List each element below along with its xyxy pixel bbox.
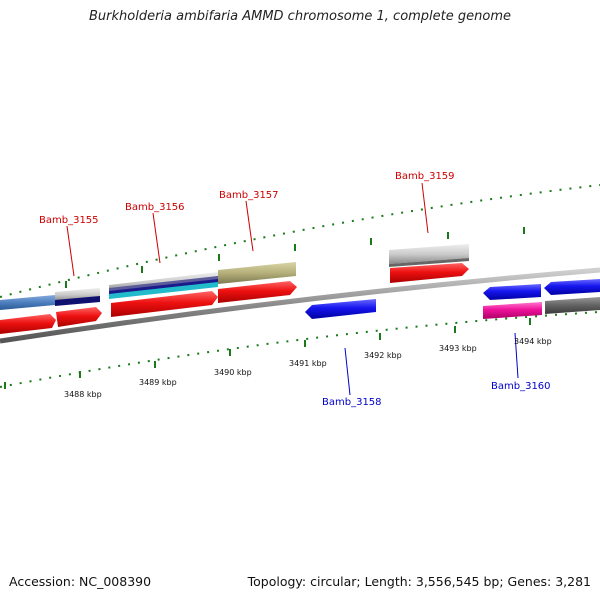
scale-label: 3490 kbp bbox=[214, 368, 252, 377]
cds-arrow-forward-1 bbox=[0, 314, 56, 334]
cds-arrow-forward-2 bbox=[56, 307, 102, 327]
gene-feature-grey-3 bbox=[389, 244, 469, 264]
cds-arrow-reverse-2 bbox=[483, 284, 541, 300]
genome-summary-text: Topology: circular; Length: 3,556,545 bp… bbox=[247, 574, 591, 589]
map-title: Burkholderia ambifaria AMMD chromosome 1… bbox=[88, 9, 512, 24]
scale-label: 3491 kbp bbox=[289, 359, 327, 368]
accession-text: Accession: NC_008390 bbox=[9, 574, 152, 589]
major-ticks bbox=[4, 227, 531, 389]
gene-feature-steel bbox=[0, 295, 55, 310]
leader-line-forward-3 bbox=[245, 200, 254, 252]
gene-label-forward-1: Bamb_3155 bbox=[39, 215, 99, 226]
cds-arrow-reverse-3 bbox=[544, 279, 600, 295]
cds-arrow-reverse-pink bbox=[483, 302, 542, 319]
scale-label: 3489 kbp bbox=[139, 378, 177, 387]
gene-label-reverse-1: Bamb_3158 bbox=[322, 397, 382, 408]
cds-arrow-reverse-1 bbox=[305, 299, 376, 319]
gene-label-forward-3: Bamb_3157 bbox=[219, 190, 279, 201]
gene-feature-cyan bbox=[109, 282, 218, 299]
gene-label-reverse-2: Bamb_3160 bbox=[491, 381, 551, 392]
scale-label: 3492 kbp bbox=[364, 351, 402, 360]
cds-arrow-forward-3 bbox=[111, 291, 218, 317]
scale-label: 3493 kbp bbox=[439, 344, 477, 353]
leader-line-forward-4 bbox=[421, 182, 429, 234]
gene-feature-grey-line bbox=[389, 258, 469, 267]
cds-arrow-forward-5 bbox=[390, 263, 469, 283]
gene-feature-olive bbox=[218, 262, 296, 284]
gene-label-forward-4: Bamb_3159 bbox=[395, 171, 455, 182]
leader-line-forward-1 bbox=[66, 225, 75, 277]
genome-backbone bbox=[0, 267, 600, 344]
cds-arrow-reverse-grey bbox=[545, 297, 600, 314]
leader-line-forward-2 bbox=[152, 212, 161, 264]
cds-arrow-forward-4 bbox=[218, 281, 297, 303]
gene-feature-navy bbox=[55, 296, 100, 306]
scale-label: 3488 kbp bbox=[64, 390, 102, 399]
gene-label-forward-2: Bamb_3156 bbox=[125, 202, 185, 213]
reverse-scale-arc bbox=[0, 311, 600, 388]
leader-line-reverse-1 bbox=[344, 347, 351, 396]
scale-label: 3494 kbp bbox=[514, 337, 552, 346]
leader-line-reverse-2 bbox=[514, 332, 519, 379]
